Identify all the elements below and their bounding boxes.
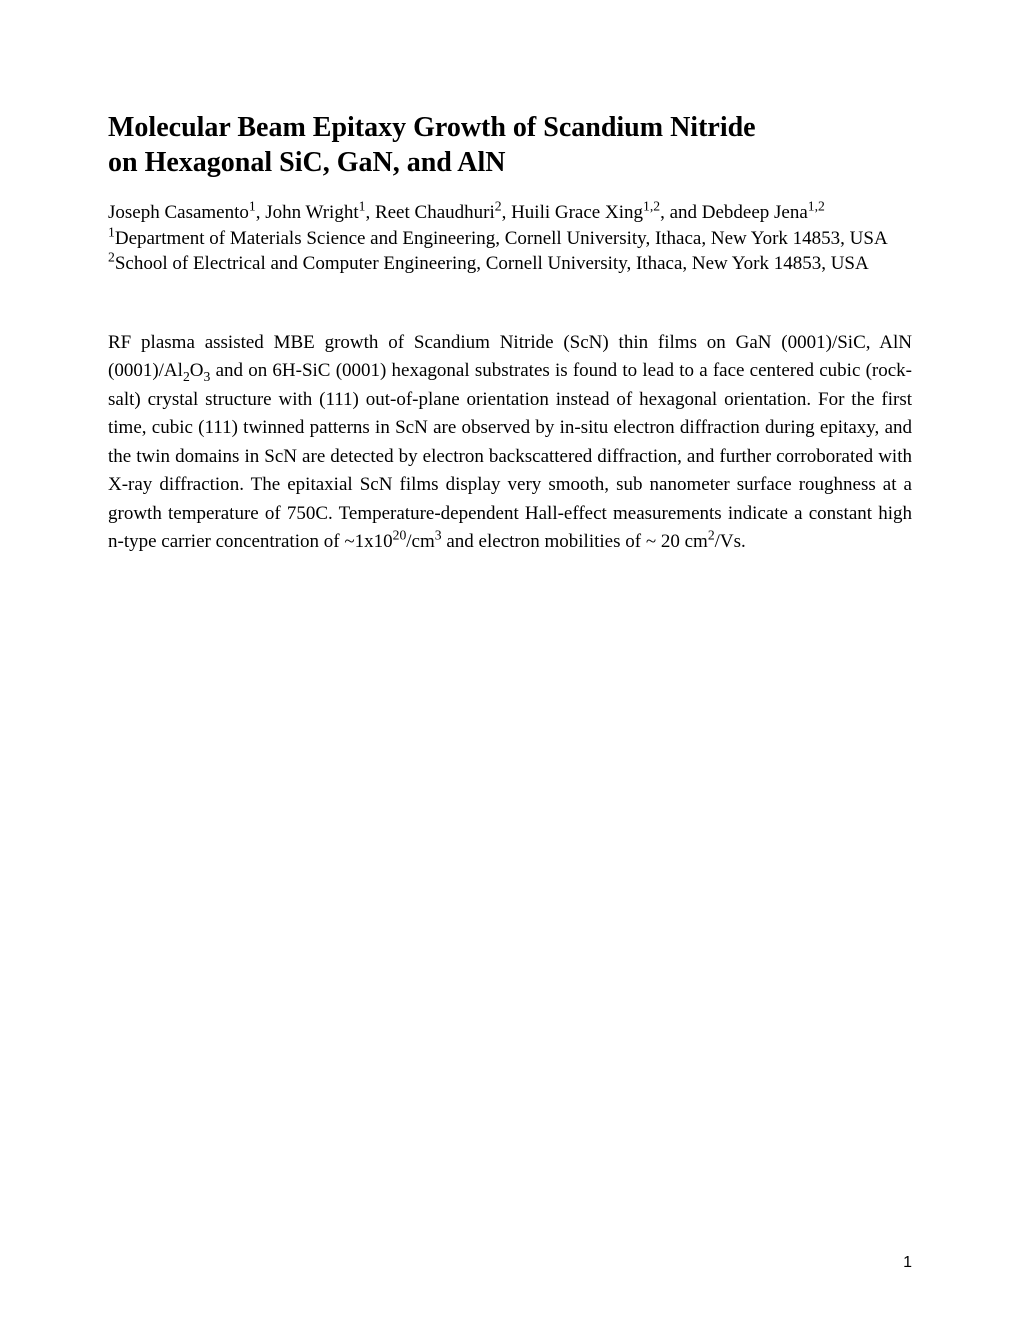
author-1-sup: 1 bbox=[249, 199, 256, 214]
author-5-sup: 1,2 bbox=[808, 199, 825, 214]
abstract-sup2: 3 bbox=[435, 528, 442, 543]
aff-1-text: Department of Materials Science and Engi… bbox=[115, 228, 888, 249]
title-line-2: on Hexagonal SiC, GaN, and AlN bbox=[108, 147, 506, 178]
abstract-part4: /cm bbox=[406, 531, 435, 552]
authors-line: Joseph Casamento1, John Wright1, Reet Ch… bbox=[108, 200, 912, 226]
page-container: Molecular Beam Epitaxy Growth of Scandiu… bbox=[0, 0, 1020, 1320]
abstract-part6: /Vs. bbox=[715, 531, 746, 552]
abstract-part2: O bbox=[190, 360, 204, 381]
affiliations-block: 1Department of Materials Science and Eng… bbox=[108, 226, 912, 277]
aff-2-sup: 2 bbox=[108, 250, 115, 265]
author-4-sup: 1,2 bbox=[643, 199, 660, 214]
abstract-sup3: 2 bbox=[708, 528, 715, 543]
author-3: Reet Chaudhuri bbox=[375, 202, 495, 223]
abstract-part3: and on 6H-SiC (0001) hexagonal substrate… bbox=[108, 360, 912, 552]
author-1: Joseph Casamento bbox=[108, 202, 249, 223]
abstract-part5: and electron mobilities of ~ 20 cm bbox=[442, 531, 708, 552]
author-3-sup: 2 bbox=[495, 199, 502, 214]
title-line-1: Molecular Beam Epitaxy Growth of Scandiu… bbox=[108, 112, 756, 143]
author-2: John Wright bbox=[265, 202, 358, 223]
paper-title: Molecular Beam Epitaxy Growth of Scandiu… bbox=[108, 110, 912, 180]
abstract-sup1: 20 bbox=[393, 528, 407, 543]
abstract-text: RF plasma assisted MBE growth of Scandiu… bbox=[108, 329, 912, 557]
page-number: 1 bbox=[903, 1254, 912, 1272]
aff-1-sup: 1 bbox=[108, 224, 115, 239]
aff-2-text: School of Electrical and Computer Engine… bbox=[115, 253, 869, 274]
abstract-sub1: 2 bbox=[183, 369, 190, 384]
author-4: Huili Grace Xing bbox=[511, 202, 643, 223]
author-2-sup: 1 bbox=[359, 199, 366, 214]
author-5: Debdeep Jena bbox=[702, 202, 808, 223]
